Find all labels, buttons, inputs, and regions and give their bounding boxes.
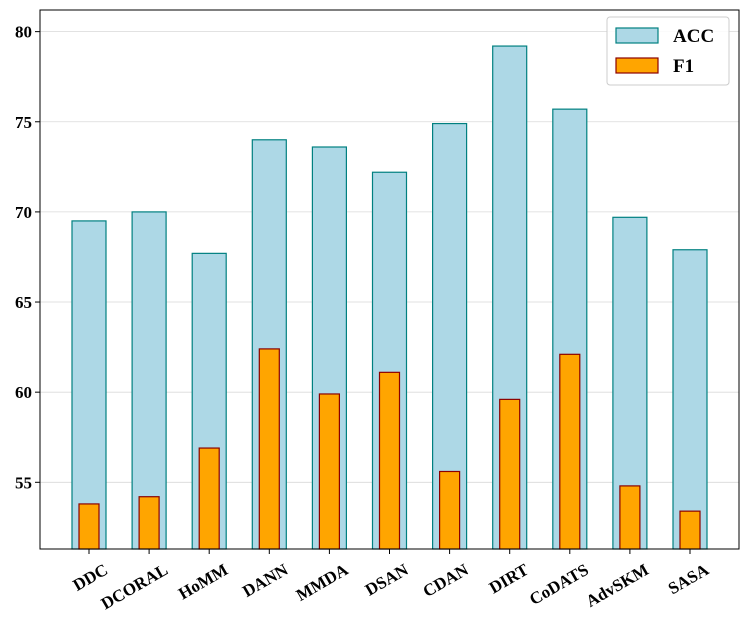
x-tick-label: CDAN xyxy=(420,560,473,601)
f1-bars xyxy=(78,348,701,550)
bar-acc-dcoral xyxy=(131,211,167,550)
x-tick-label: DSAN xyxy=(362,560,412,600)
bar-f1-sasa xyxy=(679,510,701,550)
y-tick-label: 80 xyxy=(15,23,32,42)
bar-f1-ddc xyxy=(78,503,100,550)
y-axis: 55 60 65 70 75 80 xyxy=(15,23,40,492)
y-tick-label: 60 xyxy=(15,383,32,402)
y-tick-label: 75 xyxy=(15,113,32,132)
bar-f1-homm xyxy=(198,447,220,550)
bar-f1-cdan xyxy=(439,470,461,550)
bar-f1-codats xyxy=(559,353,581,550)
bar-f1-dirt xyxy=(499,398,521,550)
x-tick-label: DCORAL xyxy=(98,560,171,613)
x-tick-label: MMDA xyxy=(293,560,352,605)
bar-acc-sasa xyxy=(672,249,708,550)
legend-swatch-acc xyxy=(615,27,659,44)
y-tick-label: 65 xyxy=(15,293,32,312)
y-tick-label: 55 xyxy=(15,473,32,492)
legend: ACC F1 xyxy=(606,16,730,86)
legend-label-acc: ACC xyxy=(673,26,714,47)
bar-acc-ddc xyxy=(71,220,107,550)
x-tick-label: SASA xyxy=(665,560,713,599)
bar-f1-advskm xyxy=(619,485,641,550)
x-tick-label: DIRT xyxy=(486,560,532,598)
bar-f1-dann xyxy=(258,348,280,550)
x-tick-label: DDC xyxy=(70,560,111,595)
bar-f1-mmda xyxy=(318,393,340,550)
x-tick-label: CoDATS xyxy=(526,560,592,609)
bar-f1-dcoral xyxy=(138,496,160,550)
legend-label-f1: F1 xyxy=(673,56,694,77)
x-tick-label: DANN xyxy=(239,560,292,601)
bar-f1-dsan xyxy=(378,371,401,550)
y-tick-label: 70 xyxy=(15,203,32,222)
x-tick-label: HoMM xyxy=(175,560,231,603)
x-tick-label: AdvSKM xyxy=(583,560,652,611)
legend-swatch-f1 xyxy=(615,57,659,74)
